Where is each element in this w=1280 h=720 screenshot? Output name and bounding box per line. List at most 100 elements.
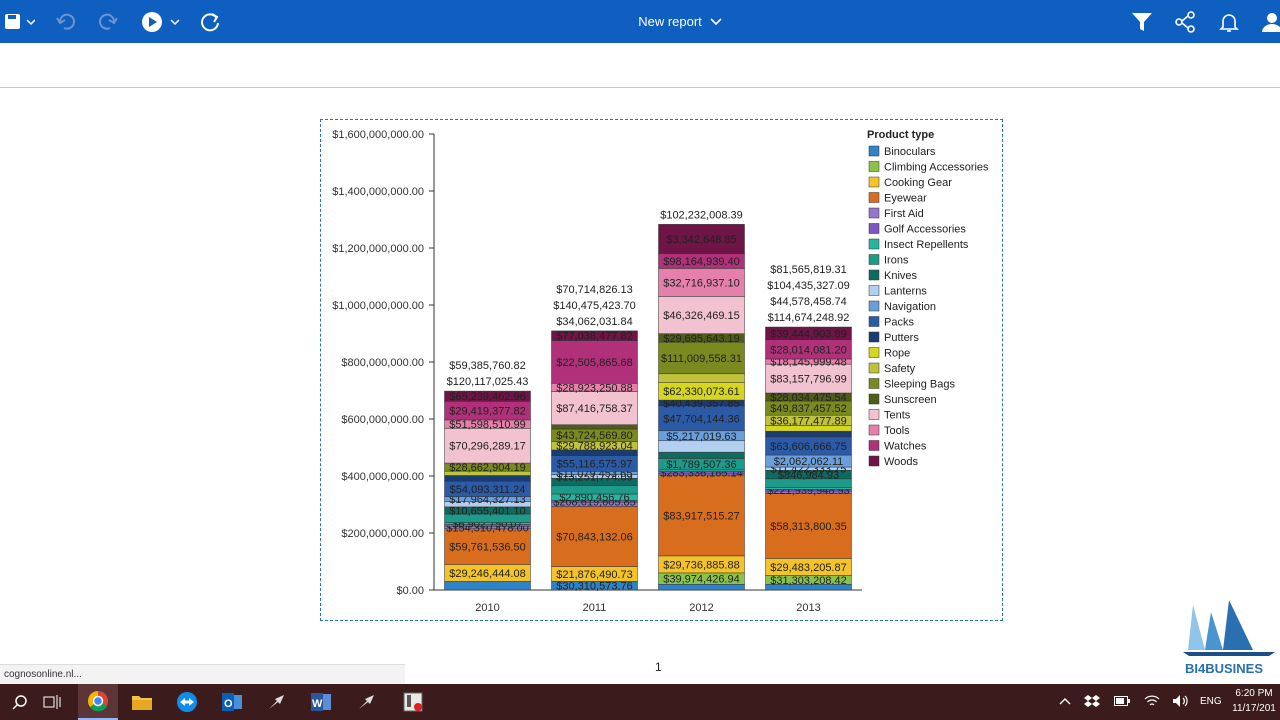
chart-container[interactable]: $0.00 $200,000,000.00 $400,000,000.00 $600,… bbox=[320, 119, 1003, 621]
bar-segment bbox=[765, 363, 852, 394]
legend-swatch bbox=[868, 362, 880, 374]
bar-data-label: $46,326,469.15 bbox=[663, 310, 739, 322]
recorder-icon[interactable] bbox=[393, 684, 433, 720]
bar-data-label: $49,837,457.52 bbox=[770, 403, 846, 415]
legend-entry: Lanterns bbox=[884, 286, 927, 298]
x-tick-label: 2013 bbox=[796, 602, 820, 614]
status-url: cognosonline.nl... bbox=[0, 664, 405, 684]
svg-text:W: W bbox=[312, 698, 323, 710]
toolbar-area bbox=[0, 43, 1280, 88]
y-tick-label: $200,000,000.00 bbox=[341, 528, 424, 540]
app-pin-icon[interactable] bbox=[256, 684, 296, 720]
legend-title: Product type bbox=[867, 129, 934, 141]
report-title-menu[interactable]: New report bbox=[600, 0, 760, 43]
word-icon[interactable]: W bbox=[301, 684, 341, 720]
bar-data-label: $29,246,444.08 bbox=[449, 568, 525, 580]
battery-icon[interactable] bbox=[1114, 695, 1130, 709]
bar-segment bbox=[658, 296, 745, 334]
legend-swatch bbox=[868, 347, 880, 358]
undo-icon[interactable] bbox=[52, 0, 80, 43]
bar-total-label: $70,714,826.13 bbox=[556, 284, 632, 296]
legend-swatch bbox=[868, 269, 880, 281]
legend-swatch bbox=[868, 254, 880, 265]
report-title: New report bbox=[638, 14, 702, 29]
legend-entry: Climbing Accessories bbox=[884, 162, 989, 174]
bar-data-label: $59,761,536.50 bbox=[449, 542, 525, 554]
bar-data-label: $29,419,377.82 bbox=[449, 406, 525, 418]
bar-data-label: $28,662,904.19 bbox=[449, 462, 525, 474]
user-icon[interactable] bbox=[1258, 0, 1280, 43]
app-pin-icon-2[interactable] bbox=[346, 684, 386, 720]
bar-data-label: $5,217,019.63 bbox=[666, 431, 736, 443]
outlook-icon[interactable]: O bbox=[212, 684, 252, 720]
y-tick-label: $600,000,000.00 bbox=[341, 414, 424, 426]
bar-segment bbox=[658, 405, 745, 432]
y-tick-label: $1,000,000,000.00 bbox=[332, 300, 424, 312]
legend-entry: Woods bbox=[884, 456, 919, 468]
notifications-icon[interactable] bbox=[1215, 0, 1243, 43]
bar-segment bbox=[444, 528, 531, 565]
bar-data-label: $2,062,062.11 bbox=[774, 456, 844, 468]
run-icon[interactable] bbox=[140, 0, 182, 43]
legend-entry: Putters bbox=[884, 332, 919, 344]
clock-date: 11/17/201 bbox=[1232, 703, 1276, 714]
bar-data-label: $32,716,937.10 bbox=[663, 277, 739, 289]
wifi-icon[interactable] bbox=[1144, 694, 1160, 711]
filter-icon[interactable] bbox=[1128, 0, 1156, 43]
y-tick-label: $1,400,000,000.00 bbox=[332, 186, 424, 198]
bar-data-label: $28,034,475.54 bbox=[770, 392, 846, 404]
refresh-icon[interactable] bbox=[196, 0, 224, 43]
bar-segment bbox=[658, 224, 745, 254]
chrome-icon[interactable] bbox=[78, 684, 118, 720]
bar-data-label: $31,303,208.42 bbox=[770, 575, 846, 587]
clock-time: 6:20 PM bbox=[1235, 688, 1273, 699]
share-icon[interactable] bbox=[1171, 0, 1199, 43]
legend-entry: Binoculars bbox=[884, 146, 936, 158]
legend-swatch bbox=[868, 192, 880, 203]
legend-swatch bbox=[868, 238, 880, 250]
legend-entry: Safety bbox=[884, 363, 916, 375]
taskbar-clock[interactable]: 6:20 PM 11/17/201 bbox=[1228, 686, 1280, 716]
bar-data-label: $21,876,490.73 bbox=[556, 569, 632, 581]
bar-data-label: $17,964,327.13 bbox=[449, 494, 525, 506]
bar-segment bbox=[551, 340, 638, 384]
legend-swatch bbox=[868, 331, 880, 343]
bar-segment bbox=[551, 485, 638, 495]
search-icon[interactable] bbox=[0, 684, 40, 720]
legend-entry: Golf Accessories bbox=[884, 224, 966, 236]
legend-swatch bbox=[868, 393, 880, 405]
bar-segment bbox=[765, 326, 852, 340]
teamviewer-icon[interactable] bbox=[167, 684, 207, 720]
bar-data-label: $29,736,885.88 bbox=[663, 559, 739, 571]
legend-swatch bbox=[868, 145, 880, 157]
x-tick-label: 2012 bbox=[689, 602, 713, 614]
legend-swatch bbox=[868, 424, 880, 436]
language-indicator[interactable]: ENG bbox=[1200, 696, 1222, 707]
stacked-bar-chart: $0.00 $200,000,000.00 $400,000,000.00 $600,… bbox=[332, 129, 989, 614]
legend-entry: Sleeping Bags bbox=[884, 379, 955, 391]
file-explorer-icon[interactable] bbox=[122, 684, 162, 720]
bar-segment bbox=[444, 475, 531, 482]
bar-total-label: $104,435,327.09 bbox=[767, 280, 850, 292]
save-icon[interactable] bbox=[0, 0, 40, 43]
legend-swatch bbox=[868, 161, 880, 172]
volume-icon[interactable] bbox=[1172, 694, 1188, 711]
legend-entry: Cooking Gear bbox=[884, 177, 952, 189]
bar-data-label: $18,145,999.48 bbox=[770, 357, 846, 369]
bar-data-label: $55,116,575.97 bbox=[557, 459, 633, 471]
legend-entry: Knives bbox=[884, 270, 918, 282]
legend-swatch bbox=[868, 409, 880, 420]
chevron-up-icon[interactable] bbox=[1055, 696, 1075, 708]
legend-entry: Eyewear bbox=[884, 193, 927, 205]
svg-text:O: O bbox=[224, 698, 233, 710]
bar-data-label: $29,695,643.19 bbox=[663, 333, 739, 345]
redo-icon[interactable] bbox=[94, 0, 122, 43]
app-header: New report bbox=[0, 0, 1280, 43]
task-view-icon[interactable] bbox=[32, 684, 72, 720]
bar-data-label: $1,789,507.36 bbox=[666, 459, 736, 471]
legend-entry: Tents bbox=[884, 410, 911, 422]
legend-entry: Navigation bbox=[884, 301, 936, 313]
bar-total-label: $114,674,248.92 bbox=[768, 312, 850, 324]
dropbox-icon[interactable] bbox=[1084, 694, 1100, 711]
bar-data-label: $47,704,144.36 bbox=[663, 413, 739, 425]
